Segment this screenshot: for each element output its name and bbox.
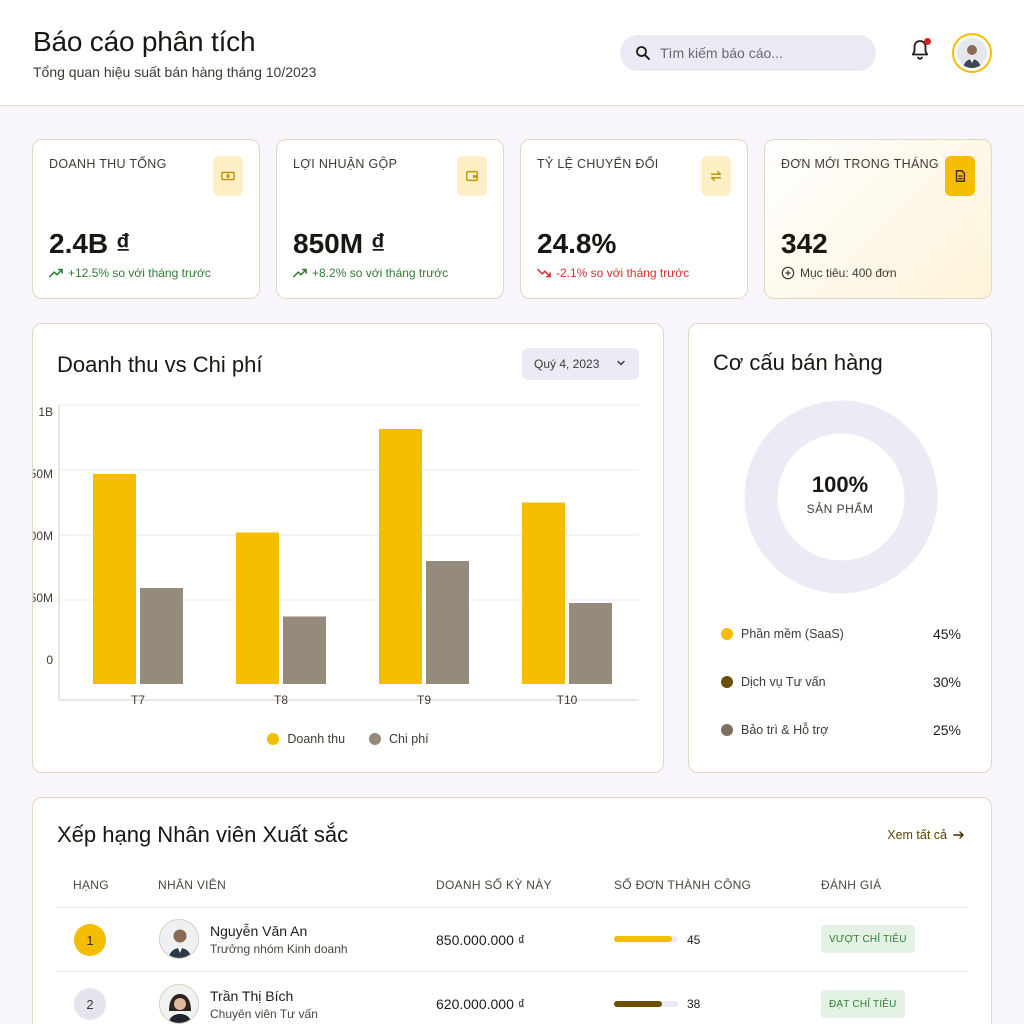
bar-expense: [283, 616, 326, 684]
donut-chart: [744, 400, 938, 594]
search-bar[interactable]: [620, 35, 876, 71]
page-title: Báo cáo phân tích: [33, 26, 256, 57]
chart-legend: Doanh thu Chi phí: [33, 732, 663, 746]
trend-down-icon: [537, 268, 551, 278]
page-subtitle: Tổng quan hiệu suất bán hàng tháng 10/20…: [33, 64, 317, 80]
swap-icon: [701, 156, 731, 196]
rank-badge: 1: [74, 924, 106, 956]
y-tick-label: 0: [46, 653, 53, 667]
kpi-card-gross-profit: LỢI NHUẬN GỘP 850M ₫ +8.2% so với tháng …: [276, 139, 504, 299]
mix-item: Phần mềm (SaaS) 45%: [721, 626, 961, 642]
orders-progress-bar: [614, 936, 678, 942]
chevron-down-icon: [617, 360, 625, 366]
view-all-link[interactable]: Xem tất cả: [887, 828, 965, 842]
user-avatar-button[interactable]: [952, 33, 992, 73]
rank-badge: 2: [74, 988, 106, 1020]
kpi-label: TỶ LỆ CHUYỂN ĐỔI: [537, 157, 659, 171]
divider: [57, 971, 967, 972]
bell-icon: [911, 40, 929, 60]
orders-progress-bar: [614, 1001, 678, 1007]
kpi-card-revenue: DOANH THU TỔNG 2.4B ₫ +12.5% so với thán…: [32, 139, 260, 299]
document-icon: [945, 156, 975, 196]
page-header: Báo cáo phân tích Tổng quan hiệu suất bá…: [0, 0, 1024, 106]
revenue-chart-card: Doanh thu vs Chi phí Quý 4, 2023 1B 750M 5…: [32, 323, 664, 773]
kpi-target: Mục tiêu: 400 đơn: [781, 266, 897, 280]
search-input[interactable]: [660, 45, 860, 61]
employee-name: Trần Thị Bích: [210, 988, 294, 1004]
target-icon: [781, 266, 795, 280]
avatar: [957, 38, 987, 68]
kpi-delta: +12.5% so với tháng trước: [49, 266, 211, 280]
x-tick-label: T10: [557, 693, 578, 707]
sales-amount: 620.000.000 ₫: [436, 996, 525, 1012]
y-tick-label: 750M: [33, 467, 53, 481]
kpi-card-new-orders: ĐƠN MỚI TRONG THÁNG 342 Mục tiêu: 400 đơ…: [764, 139, 992, 299]
period-dropdown[interactable]: Quý 4, 2023: [522, 348, 639, 380]
period-value: Quý 4, 2023: [534, 357, 600, 371]
kpi-value: 342: [781, 228, 828, 259]
progress-fill: [614, 936, 672, 942]
bar-expense: [569, 603, 612, 684]
kpi-value: 24.8%: [537, 228, 617, 259]
sales-mix-card: Cơ cấu bán hàng 100% SẢN PHẨM Phần mềm (…: [688, 323, 992, 773]
kpi-delta: -2.1% so với tháng trước: [537, 266, 689, 280]
avatar: [159, 984, 199, 1024]
x-tick-label: T9: [417, 693, 431, 707]
wallet-icon: [457, 156, 487, 196]
donut-total: 100%: [811, 472, 869, 497]
column-header-rank: HẠNG: [73, 878, 109, 892]
avatar: [159, 919, 199, 959]
orders-count: 38: [687, 997, 701, 1011]
column-header-orders: SỐ ĐƠN THÀNH CÔNG: [614, 878, 752, 892]
trend-up-icon: [293, 268, 307, 278]
employee-role: Chuyên viên Tư vấn: [210, 1007, 318, 1021]
employee-role: Trưởng nhóm Kinh doanh: [210, 942, 348, 956]
bar-revenue: [379, 429, 422, 684]
y-tick-label: 1B: [38, 405, 53, 419]
notification-button[interactable]: [908, 38, 932, 62]
arrow-right-icon: [953, 831, 964, 839]
sales-amount: 850.000.000 ₫: [436, 932, 525, 948]
y-tick-label: 250M: [33, 591, 53, 605]
status-badge: ĐẠT CHỈ TIÊU: [821, 990, 905, 1018]
bar-revenue: [236, 532, 279, 684]
mix-item: Bảo trì & Hỗ trợ 25%: [721, 722, 961, 738]
bar-revenue: [93, 474, 136, 684]
donut-center: 100% SẢN PHẨM: [745, 472, 935, 516]
kpi-label: ĐƠN MỚI TRONG THÁNG: [781, 157, 939, 171]
orders-count: 45: [687, 933, 701, 947]
kpi-label: LỢI NHUẬN GỘP: [293, 157, 398, 171]
column-header-sales: DOANH SỐ KỲ NÀY: [436, 878, 552, 892]
bar-revenue: [522, 502, 565, 684]
bar-expense: [426, 561, 469, 684]
section-title: Xếp hạng Nhân viên Xuất sắc: [57, 822, 349, 847]
trend-up-icon: [49, 268, 63, 278]
kpi-label: DOANH THU TỔNG: [49, 157, 167, 171]
x-tick-label: T7: [131, 693, 145, 707]
legend-item-expense: Chi phí: [369, 732, 429, 746]
donut-label: SẢN PHẨM: [806, 502, 874, 516]
kpi-delta: +8.2% so với tháng trước: [293, 266, 448, 280]
kpi-card-conversion: TỶ LỆ CHUYỂN ĐỔI 24.8% -2.1% so với thán…: [520, 139, 748, 299]
employee-name: Nguyễn Văn An: [210, 923, 308, 939]
legend-item-revenue: Doanh thu: [267, 732, 345, 746]
divider: [57, 907, 967, 908]
kpi-value: 2.4B ₫: [49, 228, 131, 259]
y-tick-label: 500M: [33, 529, 53, 543]
leaderboard-card: Xếp hạng Nhân viên Xuất sắc Xem tất cả H…: [32, 797, 992, 1024]
mix-item: Dịch vụ Tư vấn 30%: [721, 674, 961, 690]
notification-dot: [924, 38, 931, 45]
kpi-value: 850M ₫: [293, 228, 386, 259]
column-header-rating: ĐÁNH GIÁ: [821, 878, 882, 892]
revenue-expense-bar-chart: 1B 750M 500M 250M 0 T7 T8 T9 T10: [33, 404, 639, 707]
search-icon: [636, 46, 650, 60]
progress-fill: [614, 1001, 662, 1007]
column-header-employee: NHÂN VIÊN: [158, 878, 227, 892]
money-icon: [213, 156, 243, 196]
x-tick-label: T8: [274, 693, 288, 707]
section-title: Doanh thu vs Chi phí: [57, 352, 263, 377]
status-badge: VƯỢT CHỈ TIÊU: [821, 925, 915, 953]
section-title: Cơ cấu bán hàng: [713, 350, 883, 375]
bar-expense: [140, 588, 183, 684]
